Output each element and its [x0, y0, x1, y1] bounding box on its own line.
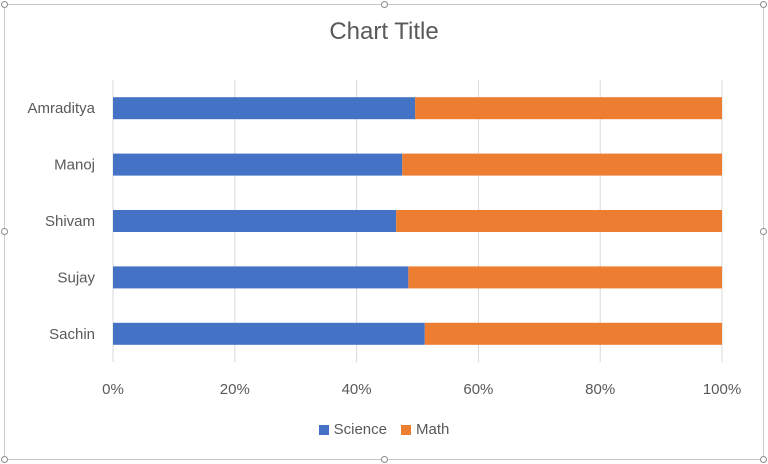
x-tick-label: 20% — [220, 381, 250, 398]
resize-handle-top-right[interactable] — [760, 1, 767, 8]
x-tick-label: 60% — [463, 381, 493, 398]
y-tick-label: Sachin — [49, 326, 95, 343]
legend-item-math: Math — [401, 421, 449, 438]
resize-handle-top-left[interactable] — [1, 1, 8, 8]
legend-swatch-science — [318, 424, 329, 435]
bar-math-manoj — [402, 153, 722, 176]
legend-label-math: Math — [416, 421, 450, 438]
y-tick-label: Amraditya — [27, 100, 95, 117]
bar-science-manoj — [113, 153, 403, 176]
y-tick-label: Manoj — [54, 157, 95, 174]
legend-swatch-math — [401, 424, 411, 435]
legend-label-science: Science — [333, 421, 387, 438]
bar-science-sachin — [113, 322, 425, 345]
x-tick-label: 80% — [585, 381, 615, 398]
resize-handle-middle-left[interactable] — [1, 228, 8, 235]
bar-science-sujay — [113, 266, 409, 289]
y-tick-label: Shivam — [45, 213, 95, 230]
chart-title: Chart Title — [329, 18, 439, 45]
x-tick-label: 40% — [342, 381, 372, 398]
resize-handle-top-center[interactable] — [381, 1, 388, 8]
x-tick-label: 0% — [102, 381, 124, 398]
resize-handle-bottom-center[interactable] — [381, 456, 388, 463]
bar-science-amraditya — [113, 97, 416, 120]
resize-handle-bottom-left[interactable] — [1, 456, 8, 463]
resize-handle-middle-right[interactable] — [760, 228, 767, 235]
bar-math-sachin — [424, 322, 722, 345]
legend-item-science: Science — [318, 421, 387, 438]
x-tick-label: 100% — [703, 381, 741, 398]
y-tick-label: Sujay — [57, 269, 95, 286]
bar-science-shivam — [113, 210, 397, 232]
bar-math-sujay — [408, 266, 722, 289]
bar-math-shivam — [396, 210, 722, 232]
bar-math-amraditya — [415, 97, 722, 120]
legend: Science Math — [0, 421, 768, 438]
resize-handle-bottom-right[interactable] — [760, 456, 767, 463]
